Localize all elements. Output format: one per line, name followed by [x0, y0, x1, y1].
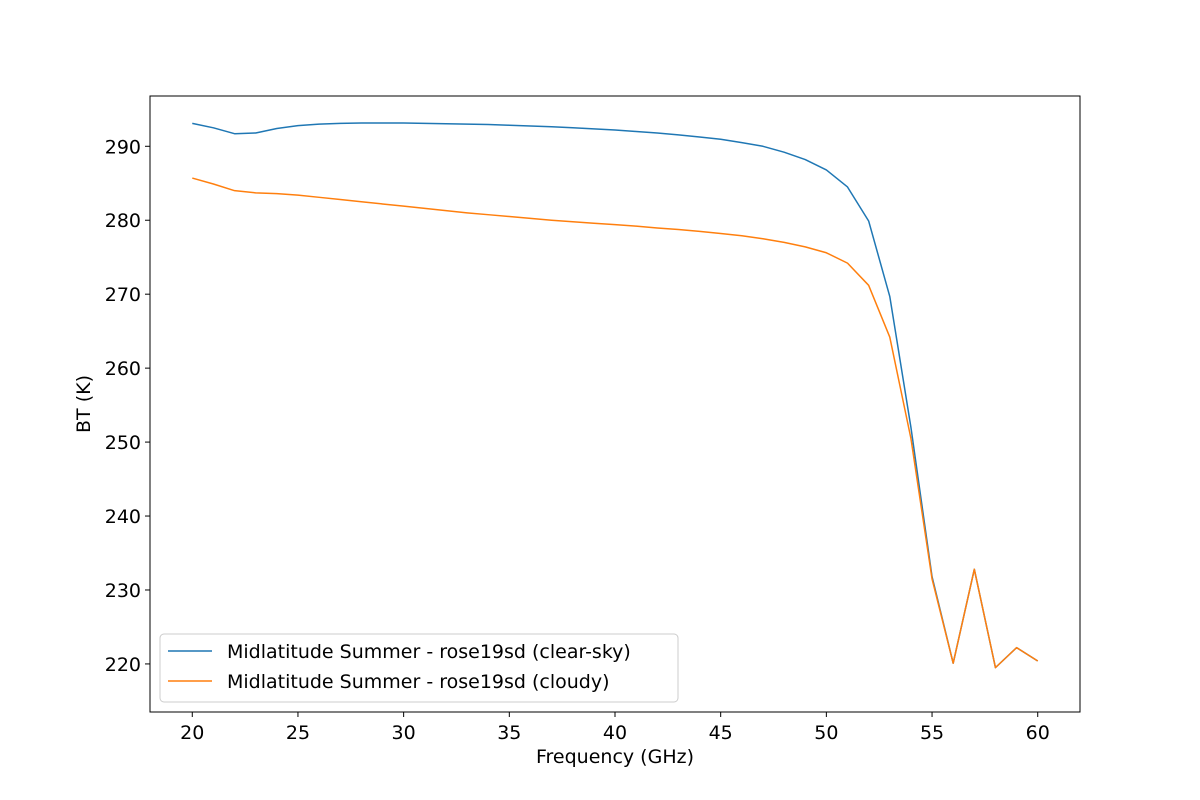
- y-tick-label: 240: [105, 506, 141, 528]
- series-line-cloudy: [192, 177, 1039, 669]
- legend-box: [159, 633, 679, 703]
- x-tick-label: 50: [814, 722, 838, 744]
- x-tick-label: 20: [180, 722, 204, 744]
- y-tick-label: 270: [105, 284, 141, 306]
- y-axis-title: BT (K): [73, 375, 95, 433]
- x-tick-label: 60: [1026, 722, 1050, 744]
- x-tick-label: 55: [920, 722, 944, 744]
- y-tick-label: 280: [105, 210, 141, 232]
- x-axis: 20 25 30 35 40 45 50 55 60: [180, 712, 1050, 744]
- x-tick-label: 25: [286, 722, 310, 744]
- y-tick-label: 220: [105, 654, 141, 676]
- series-layer: [192, 122, 1039, 669]
- y-tick-label: 230: [105, 580, 141, 602]
- x-tick-label: 45: [709, 722, 733, 744]
- legend: Midlatitude Summer - rose19sd (clear-sky…: [159, 633, 679, 703]
- y-axis: 220 230 240 250 260 270 280 290: [105, 136, 150, 676]
- series-line-clear-sky: [192, 122, 1039, 669]
- legend-label-clear-sky: Midlatitude Summer - rose19sd (clear-sky…: [227, 641, 631, 663]
- y-tick-label: 260: [105, 358, 141, 380]
- x-tick-label: 30: [392, 722, 416, 744]
- y-tick-label: 250: [105, 432, 141, 454]
- y-tick-label: 290: [105, 136, 141, 158]
- x-axis-title: Frequency (GHz): [536, 746, 694, 768]
- legend-label-cloudy: Midlatitude Summer - rose19sd (cloudy): [227, 671, 610, 693]
- x-tick-label: 35: [497, 722, 521, 744]
- x-tick-label: 40: [603, 722, 627, 744]
